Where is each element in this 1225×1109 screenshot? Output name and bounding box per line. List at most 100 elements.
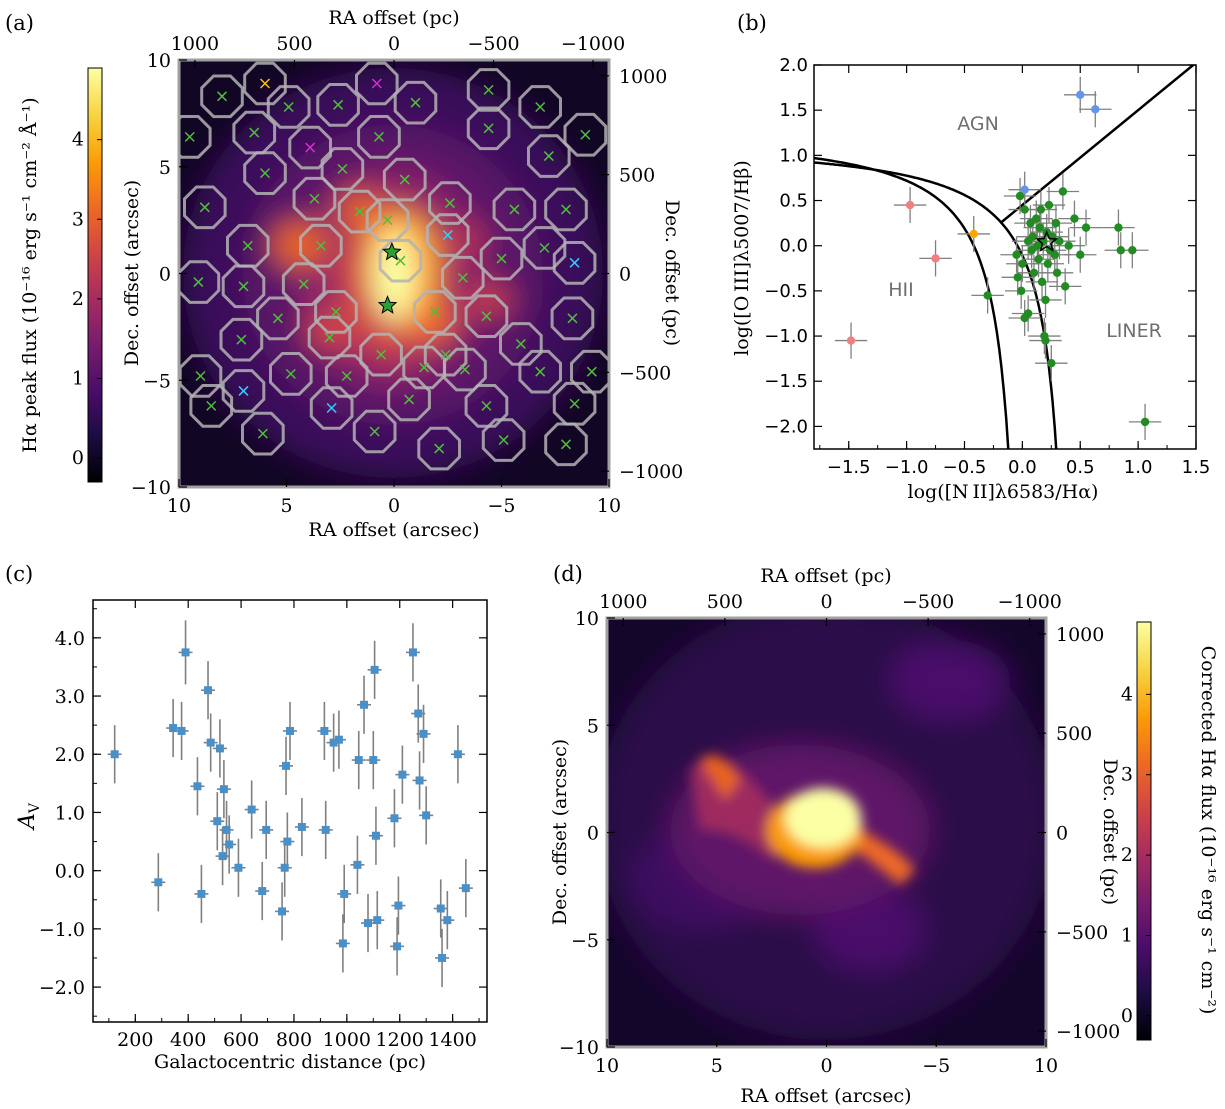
y-tick-label: −5 [143,370,171,392]
bin-outline [320,147,365,191]
y-tick-label: 1.5 [779,100,808,121]
bin-marker [337,163,348,174]
colorbar-tick-label: 3 [72,208,84,230]
top-tick-label: 0 [388,33,400,55]
av-point [436,904,445,913]
kewley-curve [814,161,1058,449]
bpt-point-liner [1051,218,1061,228]
bin-marker [242,240,253,251]
av-point [340,889,349,898]
colorbar-label: Corrected Hα flux (10⁻¹⁶ erg s⁻¹ cm⁻²) [1197,646,1219,1015]
bin-marker [569,257,580,268]
panel-c-label: (c) [5,562,33,586]
av-point [110,750,119,759]
panel-a-top-label: RA offset (pc) [328,7,459,29]
panel-d-label: (d) [553,562,583,586]
bin-outline [243,151,287,195]
bpt-point-liner [983,291,992,300]
bin-outline [292,176,337,221]
av-point [353,860,362,869]
bin-marker [206,400,217,411]
av-point [415,776,424,785]
y-tick-label: −1.5 [764,371,808,392]
bin-outline [314,290,358,334]
right-tick-label: −1000 [619,461,683,483]
bpt-point-liner [1027,246,1036,255]
bin-outline [183,185,227,230]
bin-marker [442,230,453,241]
bin-outline [518,349,562,394]
bin-marker [481,311,492,322]
bin-marker [419,362,430,373]
bpt-point-liner [1043,259,1053,268]
bin-outline [200,74,244,119]
bpt-point-liner [1035,223,1044,232]
region-hii: HII [888,279,914,301]
av-point [215,744,224,753]
bin-marker [373,131,384,142]
panel-a-axes: 10105500−5−510−101000100050050000−500−50… [131,33,683,517]
bin-outline [179,260,221,304]
y-tick-label: −5 [571,930,599,952]
colorbar-tick-label: 1 [1121,925,1133,947]
av-point [206,738,215,747]
av-point [247,805,256,814]
bin-marker [429,306,440,317]
bpt-point-liner [1033,241,1042,250]
bin-marker [257,428,268,439]
bin-outline [441,255,485,300]
bin-outline [552,241,597,285]
bin-outline [288,125,332,170]
x-tick-label: 800 [276,1029,312,1051]
bin-outline [550,296,595,341]
x-tick-label: −0.5 [943,457,987,478]
panel-b-ylabel: log([O III]λ5007/Hβ) [731,160,753,356]
bin-marker [259,78,271,89]
bin-outline [221,369,266,413]
av-point [218,852,227,861]
bpt-point-liner [1028,232,1037,241]
bin-outline [481,418,526,462]
panel-b: (b) −1.5 −1.0 −0.5 0.0 0.5 1.0 1.5 2.0 1.5 1.0 0.5… [731,11,1210,503]
panel-a: (a) 0 1 2 3 4 Hα peak flux (10⁻¹⁶ erg s⁻¹ cm… [5,7,683,541]
x-tick-label: 0.5 [1066,457,1095,478]
bin-marker [298,279,309,290]
x-tick-label: 1.0 [1124,457,1153,478]
bin-outline [378,238,423,283]
y-tick-label: −10 [559,1037,599,1059]
x-tick-label: 0.0 [1008,457,1037,478]
av-point [297,823,306,832]
top-tick-label: 1000 [171,33,219,55]
bin-outline [256,296,300,341]
bin-marker [440,349,451,360]
av-point [419,729,428,738]
bin-marker [483,84,494,95]
bin-marker [354,206,365,217]
bin-marker [457,272,468,283]
bin-outline [522,226,567,270]
bin-marker [199,202,210,213]
bin-marker [259,168,271,179]
y-tick-label: −0.5 [764,281,808,302]
bin-marker [382,215,393,226]
bin-grid [179,61,609,471]
panel-a-map [179,60,609,487]
av-point [262,825,271,834]
panel-d-colorbar: 0 1 2 3 4 Corrected Hα flux (10⁻¹⁶ erg s⁻¹ c… [1121,621,1219,1041]
bpt-point-agn [1020,185,1029,194]
kauffmann-curve [814,156,1010,449]
x-tick-label: 400 [170,1029,206,1051]
bin-marker [395,255,406,266]
bin-outline [417,426,461,471]
av-point [371,831,380,840]
av-point [338,939,347,948]
bpt-point-liner [1050,250,1059,259]
colorbar-label: Hα peak flux (10⁻¹⁶ erg s⁻¹ cm⁻² Å⁻¹) [19,97,41,452]
bin-outline [382,157,427,202]
bin-marker [193,277,204,288]
colorbar-gradient [87,67,103,483]
bin-outline [479,236,524,281]
bin-marker [326,402,337,414]
bpt-point-hii [846,336,856,345]
